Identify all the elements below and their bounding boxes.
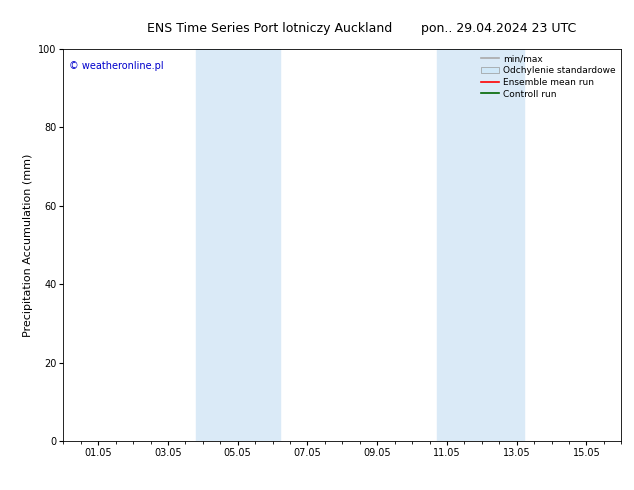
Text: ENS Time Series Port lotniczy Auckland: ENS Time Series Port lotniczy Auckland	[147, 22, 392, 35]
Y-axis label: Precipitation Accumulation (mm): Precipitation Accumulation (mm)	[23, 153, 32, 337]
Text: © weatheronline.pl: © weatheronline.pl	[69, 61, 164, 71]
Bar	[196, 49, 280, 441]
Legend: min/max, Odchylenie standardowe, Ensemble mean run, Controll run: min/max, Odchylenie standardowe, Ensembl…	[477, 51, 619, 102]
Bar	[436, 49, 524, 441]
Text: pon.. 29.04.2024 23 UTC: pon.. 29.04.2024 23 UTC	[421, 22, 576, 35]
